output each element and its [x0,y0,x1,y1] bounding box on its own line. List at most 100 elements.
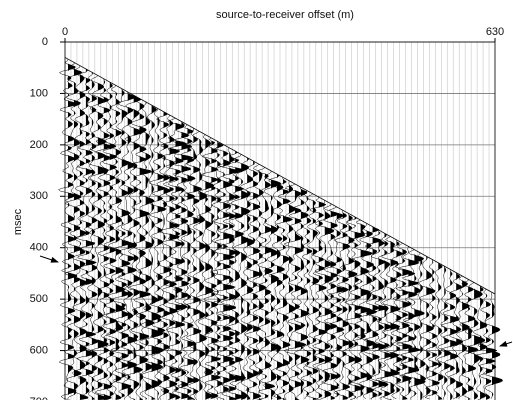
trace-wiggle [252,164,267,400]
annotation-arrow [499,340,513,347]
y-tick-label: 500 [30,293,48,305]
trace-fill [420,252,426,400]
trace-wiggle [136,101,155,400]
trace-wiggle [283,183,307,400]
trace-fill [384,233,395,400]
trace-wiggle [414,252,426,400]
trace-fill [163,111,171,400]
trace-fill [492,292,503,400]
trace-wiggle [321,203,341,399]
trace-fill [330,203,340,400]
trace-wiggle [244,160,262,400]
trace-fill [342,210,351,400]
y-tick-label: 700 [30,396,48,400]
trace-wiggle [464,282,486,400]
trace-wiggle [127,98,153,400]
trace-wiggle [64,62,83,400]
y-axis-label: msec [12,208,24,235]
trace-fill [205,134,214,400]
trace-wiggle [300,190,313,400]
trace-fill [271,170,281,400]
chart-title: source-to-receiver offset (m) [216,9,354,21]
trace-fill [151,105,164,400]
trace-wiggle [402,249,427,400]
trace-fill [432,259,440,400]
trace-fill [241,154,251,400]
trace-fill [354,216,365,400]
trace-fill [366,223,377,400]
trace-wiggle [432,262,444,400]
trace-fill [414,249,426,400]
trace-wiggle [309,197,329,400]
trace-wiggle [183,128,203,400]
trace-fill [348,213,358,400]
trace-wiggle [357,223,378,400]
x-tick-label: 630 [486,26,504,38]
trace-wiggle [483,292,504,399]
trace-wiggle [284,180,296,400]
trace-wiggle [87,75,110,400]
trace-wiggle [158,114,181,400]
trace-fill [396,239,403,400]
trace-wiggle [256,167,276,400]
trace-wiggle [177,124,198,400]
trace-fill [181,121,193,400]
y-tick-label: 400 [30,242,48,254]
trace-fill [450,269,460,400]
trace-fill [175,118,187,400]
trace-fill [462,275,470,400]
trace-wiggle [472,285,488,400]
trace-fill [79,65,88,400]
trace-wiggle [327,206,348,400]
trace-wiggle [202,137,222,400]
trace-wiggle [169,121,194,400]
trace-fill [157,108,167,400]
trace-wiggle [456,275,471,400]
trace-fill [127,91,138,400]
trace-fill [426,256,436,400]
trace-fill [169,114,180,400]
trace-wiggle [85,72,99,400]
trace-fill [324,200,334,400]
trace-wiggle [76,68,98,400]
trace-wiggle [475,288,498,399]
trace-wiggle [225,150,247,399]
trace-fill [438,262,444,400]
trace-wiggle [209,144,237,400]
trace-fill [456,272,463,400]
trace-fill [277,174,285,400]
trace-wiggle [424,259,440,400]
trace-wiggle [240,157,255,400]
trace-fill [468,279,479,400]
trace-fill [193,128,202,400]
trace-wiggle [218,147,239,400]
trace-fill [235,151,246,400]
y-tick-label: 0 [42,36,48,48]
wiggle-traces [58,59,504,400]
trace-wiggle [163,117,188,399]
trace-fill [97,75,109,400]
trace-wiggle [392,242,413,400]
trace-fill [259,164,267,400]
y-tick-label: 300 [30,190,48,202]
x-tick-label: 0 [62,26,68,38]
trace-wiggle [447,272,464,399]
trace-wiggle [261,170,282,399]
plot-frame [64,41,496,400]
first-arrival [64,57,496,295]
trace-wiggle [105,85,126,400]
trace-fill [109,82,118,400]
trace-fill [300,187,310,400]
y-tick-label: 200 [30,139,48,151]
trace-wiggle [375,233,396,400]
annotation-arrow [39,255,59,263]
trace-fill [372,226,382,400]
trace-wiggle [314,200,335,400]
trace-fill [217,141,224,400]
trace-fill [67,59,78,400]
trace-fill [199,131,208,400]
trace-fill [486,289,497,400]
trace-fill [378,229,388,400]
